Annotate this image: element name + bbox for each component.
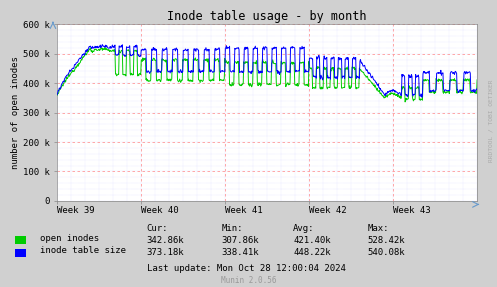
Text: inode table size: inode table size: [40, 247, 126, 255]
Text: 540.08k: 540.08k: [368, 249, 406, 257]
Text: Last update: Mon Oct 28 12:00:04 2024: Last update: Mon Oct 28 12:00:04 2024: [147, 264, 345, 273]
Text: 307.86k: 307.86k: [221, 236, 259, 245]
Title: Inode table usage - by month: Inode table usage - by month: [167, 10, 367, 23]
Text: 421.40k: 421.40k: [293, 236, 331, 245]
Text: 373.18k: 373.18k: [147, 249, 184, 257]
Text: Avg:: Avg:: [293, 224, 315, 233]
Text: Max:: Max:: [368, 224, 389, 233]
Text: Min:: Min:: [221, 224, 243, 233]
Text: RRDTOOL / TOBI OETIKER: RRDTOOL / TOBI OETIKER: [489, 79, 494, 162]
Text: 448.22k: 448.22k: [293, 249, 331, 257]
Text: 342.86k: 342.86k: [147, 236, 184, 245]
Text: Cur:: Cur:: [147, 224, 168, 233]
Text: Munin 2.0.56: Munin 2.0.56: [221, 276, 276, 285]
Y-axis label: number of open inodes: number of open inodes: [11, 56, 20, 169]
Text: 528.42k: 528.42k: [368, 236, 406, 245]
Text: open inodes: open inodes: [40, 234, 99, 243]
Text: 338.41k: 338.41k: [221, 249, 259, 257]
